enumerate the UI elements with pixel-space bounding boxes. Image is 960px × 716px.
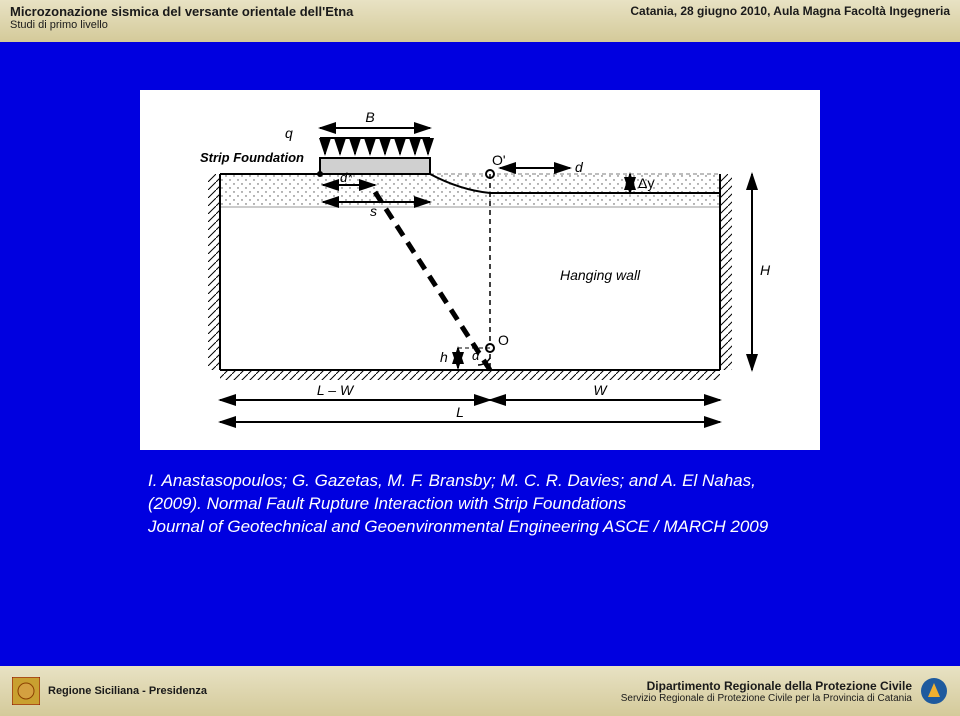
footer-left: Regione Siciliana - Presidenza [12, 677, 207, 705]
footer-left-text: Regione Siciliana - Presidenza [48, 685, 207, 697]
citation-journal: Journal of Geotechnical and Geoenvironme… [148, 517, 768, 536]
label-strip: Strip Foundation [200, 150, 304, 165]
region-logo-icon [12, 677, 40, 705]
header-title: Microzonazione sismica del versante orie… [10, 4, 353, 19]
label-L: L [456, 404, 464, 420]
header-right: Catania, 28 giugno 2010, Aula Magna Faco… [630, 4, 950, 18]
label-hanging: Hanging wall [560, 267, 641, 283]
citation-title: Normal Fault Rupture Interaction with St… [207, 494, 627, 513]
footer-right-1: Dipartimento Regionale della Protezione … [621, 679, 912, 693]
label-q: q [285, 125, 293, 141]
label-dstar: d* [340, 170, 353, 185]
label-O: O [498, 332, 509, 348]
label-LW: L – W [317, 382, 355, 398]
footer-right-2: Servizio Regionale di Protezione Civile … [621, 693, 912, 704]
header-bar: Microzonazione sismica del versante orie… [0, 0, 960, 42]
label-H: H [760, 262, 771, 278]
label-O1: O' [492, 152, 506, 168]
label-dy: Δy [638, 175, 654, 191]
footer-bar: Regione Siciliana - Presidenza Dipartime… [0, 666, 960, 716]
label-alpha: α [472, 348, 480, 363]
label-B: B [365, 110, 374, 125]
protezione-logo-icon [920, 677, 948, 705]
label-h: h [440, 349, 448, 365]
header-left: Microzonazione sismica del versante orie… [10, 4, 353, 31]
diagram-svg: B q Strip Foundation [200, 110, 790, 435]
label-W: W [593, 382, 608, 398]
header-subtitle: Studi di primo livello [10, 19, 353, 31]
main-content: B q Strip Foundation [140, 90, 820, 539]
fault-diagram: B q Strip Foundation [140, 90, 820, 450]
footer-right: Dipartimento Regionale della Protezione … [621, 677, 948, 705]
foundation-block [320, 158, 430, 174]
label-d: d [575, 159, 584, 175]
label-s: s [370, 203, 377, 219]
citation-block: I. Anastasopoulos; G. Gazetas, M. F. Bra… [140, 470, 820, 539]
